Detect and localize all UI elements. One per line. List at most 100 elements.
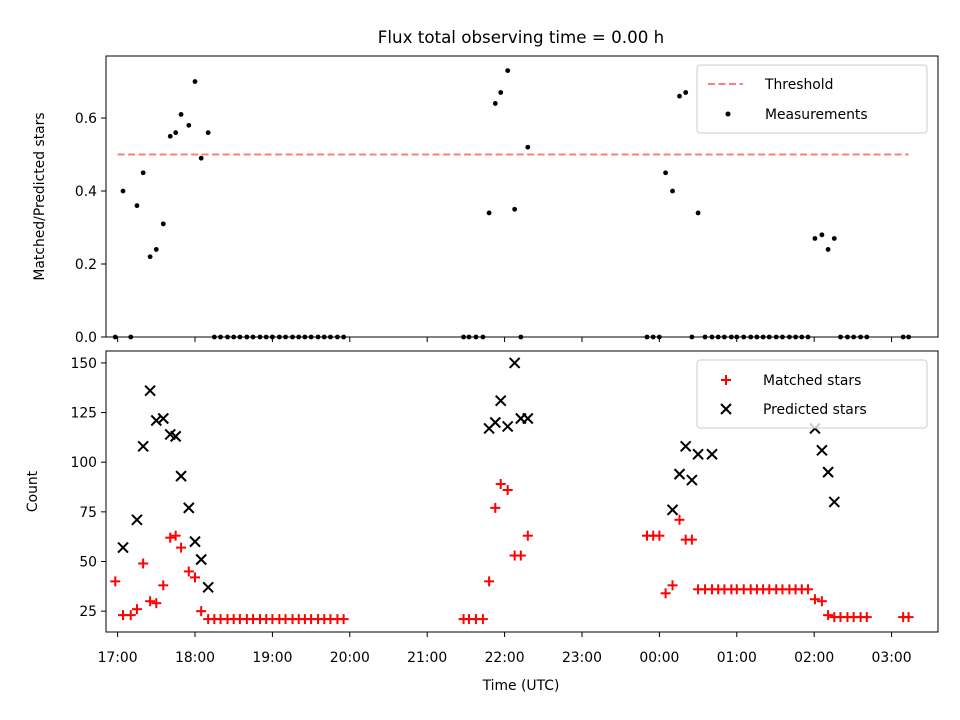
predicted-star-point — [489, 416, 502, 429]
measurement-point — [134, 203, 140, 209]
matched-star-point — [686, 534, 697, 545]
matched-star-point — [903, 612, 914, 623]
predicted-legend-swatch — [720, 403, 732, 415]
matched-star-point — [145, 596, 156, 607]
matched-star-point — [802, 584, 813, 595]
top-y-tick-label: 0.4 — [75, 184, 97, 200]
top-panel: Flux total observing time = 0.00 h 0.0 0.… — [32, 27, 939, 346]
x-tick-label: 00:00 — [639, 650, 679, 666]
bottom-panel: 25 50 75 100 125 150 17:00 18:00 19:00 20:00 21:0… — [25, 350, 939, 694]
matched-star-point — [170, 530, 181, 541]
measurement-point — [663, 170, 668, 176]
matched-star-point — [495, 479, 506, 490]
x-tick-label: 17:00 — [98, 650, 138, 666]
x-tick-label: 21:00 — [407, 650, 447, 666]
measurement-point — [192, 79, 198, 84]
matched-star-point — [823, 610, 834, 621]
matched-star-point — [477, 614, 488, 625]
matched-star-point — [110, 576, 121, 587]
predicted-star-point — [131, 514, 143, 526]
top-legend: Threshold Measurements — [696, 64, 928, 134]
top-y-axis-label: Matched/Predicted stars — [32, 112, 48, 280]
bottom-y-tick-label: 75 — [79, 505, 97, 521]
predicted-star-point — [183, 502, 195, 514]
chart-title: Flux total observing time = 0.00 h — [378, 27, 664, 47]
predicted-star-point — [189, 535, 201, 548]
measurement-point — [153, 247, 159, 252]
matched-star-point — [490, 502, 501, 513]
bottom-y-tick-label: 100 — [70, 455, 97, 471]
matched-legend-swatch — [721, 375, 731, 385]
predicted-star-point — [673, 468, 686, 480]
top-legend-box — [696, 64, 928, 134]
x-tick-label: 20:00 — [330, 650, 370, 666]
measurement-point — [160, 221, 166, 227]
matched-star-point — [125, 610, 136, 621]
measurement-point — [186, 122, 192, 128]
predicted-star-point — [144, 385, 156, 397]
predicted-star-point — [501, 420, 514, 433]
matched-star-point — [338, 614, 349, 625]
x-axis-label: Time (UTC) — [482, 678, 560, 694]
measurement-point — [512, 206, 518, 212]
measurement-point — [492, 101, 498, 106]
matched-star-point — [158, 580, 169, 591]
legend-matched-label: Matched stars — [763, 373, 861, 389]
x-tick-label: 22:00 — [485, 650, 525, 666]
measurement-point — [498, 90, 504, 95]
matched-star-point — [183, 566, 194, 577]
top-y-tick-label: 0.2 — [75, 257, 97, 273]
predicted-star-point — [150, 414, 163, 427]
measurement-point — [505, 68, 511, 73]
x-tick-label: 18:00 — [175, 650, 215, 666]
measurement-point — [140, 170, 146, 176]
measurement-point — [120, 188, 126, 194]
matched-star-point — [674, 514, 685, 525]
measurement-point — [205, 130, 211, 136]
matched-star-point — [816, 596, 827, 607]
measurement-point — [695, 210, 701, 216]
matched-star-point — [809, 594, 820, 605]
bottom-y-tick-label: 125 — [70, 406, 97, 422]
measurement-point — [147, 254, 153, 260]
predicted-star-point — [692, 448, 704, 460]
measurement-point — [670, 188, 675, 194]
predicted-star-point — [202, 581, 214, 594]
bottom-y-tick-label: 50 — [79, 555, 97, 571]
matched-star-point — [138, 558, 149, 569]
measurement-point — [812, 236, 818, 241]
predicted-star-point — [495, 394, 507, 407]
top-y-tick-label: 0.0 — [75, 330, 97, 346]
bottom-y-axis-label: Count — [25, 470, 41, 512]
measurement-point — [683, 90, 689, 95]
predicted-star-point — [137, 440, 149, 453]
matched-star-point — [165, 532, 176, 543]
matched-star-point — [522, 530, 533, 541]
bottom-legend-box — [696, 359, 928, 429]
matched-star-point — [176, 542, 187, 553]
top-plot-frame — [105, 55, 939, 338]
measurement-point — [831, 236, 837, 241]
x-tick-label: 02:00 — [794, 650, 834, 666]
matched-star-point — [190, 572, 201, 583]
legend-threshold-label: Threshold — [764, 77, 833, 93]
x-tick-label: 01:00 — [717, 650, 757, 666]
predicted-star-point — [686, 474, 698, 486]
measurement-point — [173, 130, 179, 136]
matched-star-point — [660, 588, 671, 599]
matched-star-point — [502, 485, 513, 496]
predicted-star-point — [169, 430, 182, 443]
predicted-star-point — [666, 504, 679, 516]
x-tick-label: 23:00 — [562, 650, 602, 666]
predicted-star-point — [522, 412, 534, 425]
measurement-point — [819, 232, 825, 238]
measurement-point — [677, 93, 682, 99]
matched-star-point — [861, 612, 872, 623]
measurement-point — [178, 111, 184, 117]
predicted-star-point — [706, 448, 718, 460]
matched-star-point — [196, 606, 207, 617]
bottom-y-tick-label: 150 — [70, 356, 97, 372]
predicted-star-point — [822, 466, 834, 478]
matched-star-point — [484, 576, 495, 587]
